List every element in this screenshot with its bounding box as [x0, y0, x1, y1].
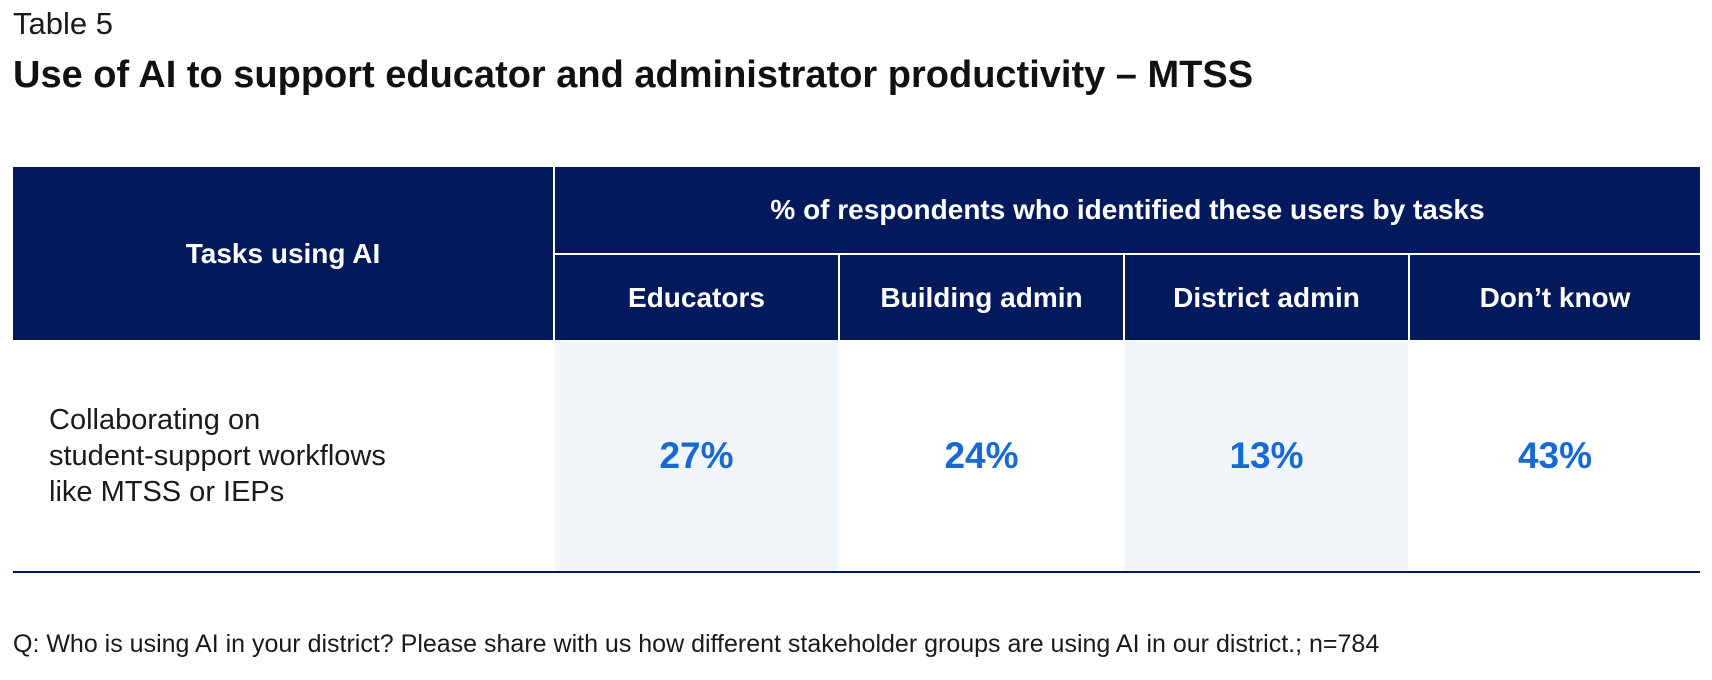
- header-district-admin: District admin: [1125, 255, 1408, 340]
- survey-footnote: Q: Who is using AI in your district? Ple…: [13, 630, 1380, 658]
- value-district-admin: 13%: [1125, 340, 1408, 571]
- header-building-admin: Building admin: [840, 255, 1123, 340]
- header-tasks-using-ai: Tasks using AI: [13, 167, 553, 340]
- value-building-admin: 24%: [944, 434, 1019, 476]
- value-dont-know: 43%: [1517, 434, 1593, 476]
- table-bottom-rule: [13, 571, 1700, 573]
- header-respondents-group: % of respondents who identified these us…: [555, 167, 1700, 253]
- header-dont-know: Don’t know: [1410, 255, 1700, 340]
- row-task-label: Collaborating on student-support workflo…: [49, 403, 386, 508]
- table-label: Table 5: [13, 6, 113, 41]
- header-educators: Educators: [555, 255, 838, 340]
- table-title: Use of AI to support educator and admini…: [13, 54, 1254, 96]
- value-educators: 27%: [555, 340, 838, 571]
- data-table: Tasks using AI % of respondents who iden…: [13, 167, 1700, 573]
